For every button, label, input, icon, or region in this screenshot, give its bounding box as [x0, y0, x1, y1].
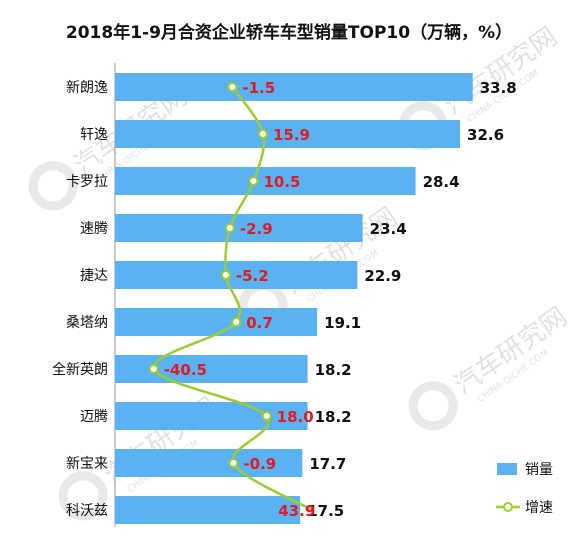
category-label: 捷达 — [80, 268, 108, 284]
watermark-logo-icon — [58, 471, 108, 521]
growth-label: 15.9 — [273, 126, 310, 144]
value-label: 17.5 — [307, 502, 344, 520]
growth-point — [261, 411, 272, 421]
growth-point — [148, 364, 159, 374]
value-label: 33.8 — [480, 79, 517, 97]
value-label: 22.9 — [364, 267, 401, 285]
category-label: 速腾 — [80, 220, 108, 237]
legend-label: 增速 — [525, 500, 553, 516]
growth-label: -2.9 — [240, 220, 273, 238]
watermark-logo-icon — [28, 161, 78, 211]
growth-label: 18.0 — [277, 408, 314, 426]
bar — [115, 214, 363, 242]
category-label: 轩逸 — [80, 127, 108, 143]
growth-label: 43.9 — [278, 502, 315, 520]
growth-label: -0.9 — [243, 455, 276, 473]
value-label: 18.2 — [315, 408, 352, 426]
growth-series: -1.5 15.9 10.5 -2.9 -5.2 0.7 -40.5 18.0 -0.9 43.9 — [148, 79, 315, 520]
growth-label: 0.7 — [246, 314, 273, 332]
bar — [115, 449, 303, 477]
bar — [115, 167, 416, 195]
category-label: 科沃兹 — [66, 503, 108, 519]
growth-label: -1.5 — [242, 79, 275, 97]
value-label: 23.4 — [370, 220, 407, 238]
bar — [115, 355, 308, 383]
growth-point — [231, 317, 242, 327]
bar — [115, 308, 318, 336]
growth-label: 10.5 — [263, 173, 300, 191]
value-label: 17.7 — [309, 455, 346, 473]
growth-point — [228, 458, 239, 468]
watermark-logo-icon — [408, 381, 458, 431]
value-label: 18.2 — [315, 361, 352, 379]
category-label: 迈腾 — [80, 408, 108, 425]
growth-point — [257, 129, 268, 139]
bar-series — [115, 73, 473, 524]
category-label: 卡罗拉 — [66, 174, 108, 190]
value-label: 28.4 — [423, 173, 460, 191]
legend-label: 销量 — [525, 462, 553, 478]
growth-label: -5.2 — [236, 267, 269, 285]
value-labels: 33.8 32.6 28.4 23.4 22.9 19.1 18.2 18.2 17.7 17.5 — [307, 79, 517, 520]
growth-point — [248, 176, 259, 186]
value-label: 19.1 — [324, 314, 361, 332]
watermark-text: 汽车研究网 — [449, 302, 573, 401]
bar — [115, 120, 461, 148]
legend-bar-swatch — [497, 463, 517, 475]
bar — [115, 496, 301, 524]
category-label: 桑塔纳 — [66, 315, 108, 331]
category-label: 新朗逸 — [66, 80, 108, 96]
growth-point — [220, 270, 231, 280]
chart-title: 2018年1-9月合资企业轿车车型销量TOP10（万辆，%） — [66, 22, 512, 43]
category-label: 全新英朗 — [52, 361, 108, 378]
bar — [115, 261, 358, 289]
growth-point — [227, 82, 238, 92]
value-label: 32.6 — [467, 126, 504, 144]
legend-marker-icon — [503, 502, 513, 512]
growth-label: -40.5 — [164, 361, 207, 379]
category-label: 新宝来 — [66, 456, 108, 472]
bar — [115, 73, 473, 101]
bar — [115, 402, 308, 430]
growth-point — [224, 223, 235, 233]
